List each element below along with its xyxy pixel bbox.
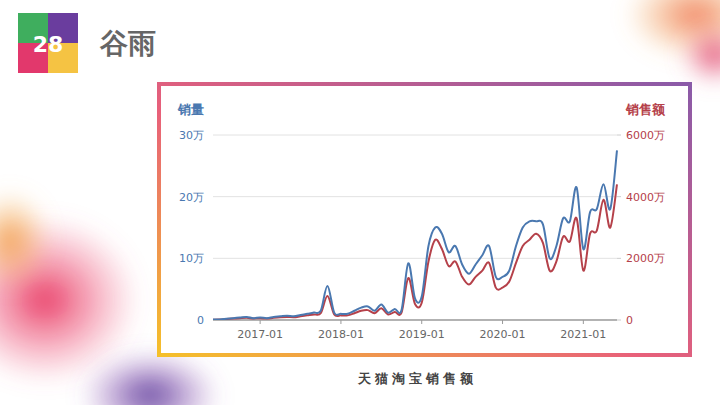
y2-tick — [617, 320, 621, 321]
slide-number: 28 — [33, 32, 64, 57]
decor-blob — [80, 350, 220, 405]
slide-badge: 28 — [18, 13, 78, 73]
x-tick — [340, 320, 341, 324]
y2-tick-label: 6000万 — [626, 129, 665, 142]
y-tick-label: 0 — [197, 314, 204, 327]
x-tick — [260, 320, 261, 324]
grid-line — [213, 135, 617, 136]
decor-blob — [680, 25, 720, 85]
y2-tick — [617, 196, 621, 197]
y-axis-title: 销量 — [177, 102, 204, 117]
slide-heading: 谷雨 — [99, 27, 156, 60]
y-tick-label: 20万 — [179, 191, 204, 204]
x-tick-label: 2018-01 — [318, 328, 364, 341]
x-tick — [502, 320, 503, 324]
x-tick-label: 2020-01 — [480, 328, 526, 341]
y-tick-label: 30万 — [179, 129, 204, 142]
chart-frame — [159, 84, 690, 355]
slide: 28 谷雨 0 10万 20万 30万 0 2000万 4000万 6000万 2017-01 201… — [0, 0, 720, 405]
grid-line — [213, 320, 617, 321]
y2-tick-label: 4000万 — [626, 191, 665, 204]
x-tick — [421, 320, 422, 324]
x-axis — [213, 320, 617, 321]
x-tick — [583, 320, 584, 324]
y2-tick-label: 0 — [626, 314, 633, 327]
x-tick-label: 2019-01 — [399, 328, 445, 341]
y-tick-label: 10万 — [179, 252, 204, 265]
y2-tick — [617, 135, 621, 136]
x-tick-label: 2021-01 — [560, 328, 606, 341]
plot-area — [213, 150, 617, 319]
y2-tick-label: 2000万 — [626, 252, 665, 265]
x-tick-label: 2017-01 — [237, 328, 283, 341]
series-line — [213, 150, 617, 319]
y2-axis-title: 销售额 — [625, 102, 666, 117]
chart-title: 天猫淘宝销售额 — [357, 371, 477, 386]
y2-tick — [617, 258, 621, 259]
grid-line — [213, 196, 617, 197]
decor-blob — [0, 190, 50, 290]
